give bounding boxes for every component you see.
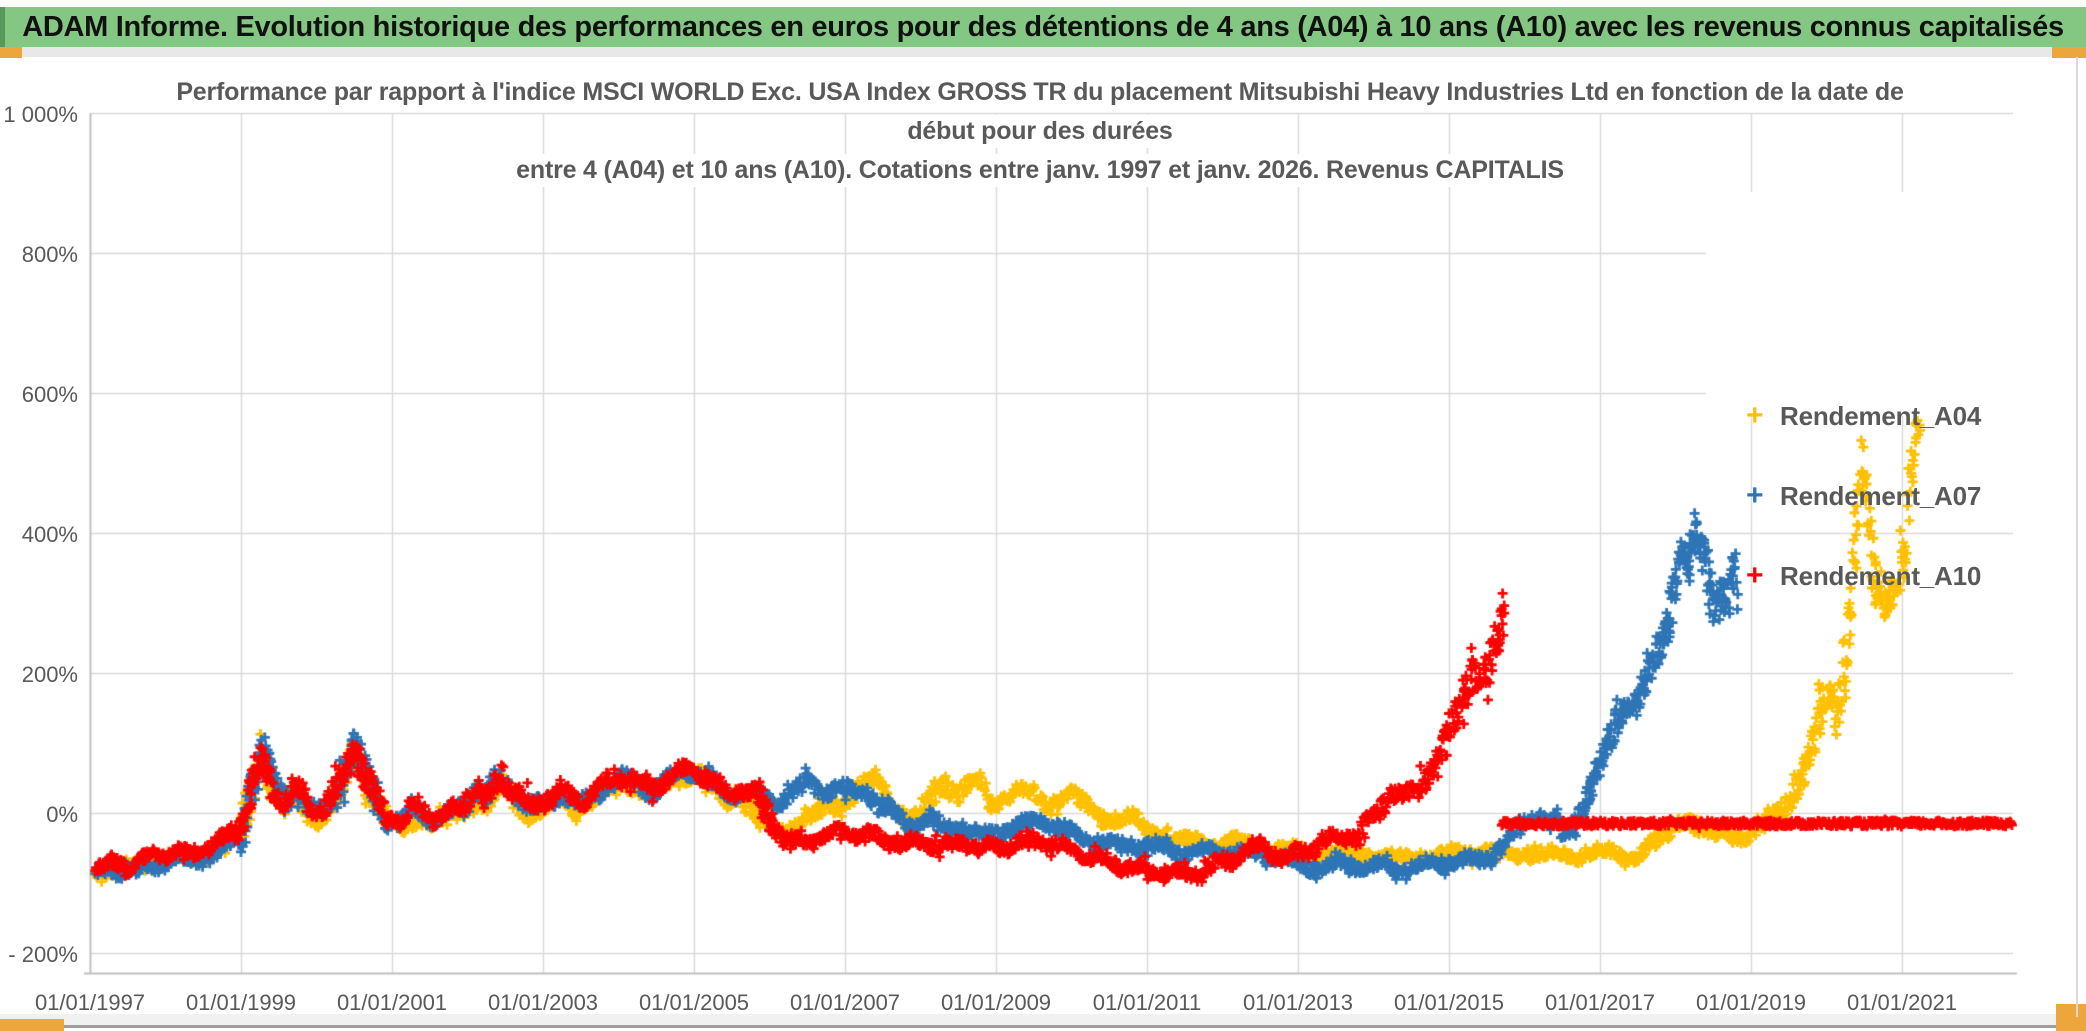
y-axis-label-800: 800% bbox=[21, 242, 78, 267]
x-axis-label-2009: 01/01/2009 bbox=[940, 990, 1052, 1015]
x-axis-label-2005: 01/01/2005 bbox=[638, 990, 750, 1015]
y-axis-label-600: 600% bbox=[21, 382, 78, 407]
gold-border-bottom-left bbox=[0, 1019, 64, 1031]
chart-title: Performance par rapport à l'indice MSCI … bbox=[120, 76, 1960, 193]
y-axis-label-neg200: - 200% bbox=[8, 942, 78, 967]
x-axis-label-2001: 01/01/2001 bbox=[336, 990, 448, 1015]
legend-item-rendement-a10[interactable]: + Rendement_A10 bbox=[1746, 556, 1981, 596]
chart-title-line-1: Performance par rapport à l'indice MSCI … bbox=[170, 76, 1910, 109]
bottom-strip bbox=[0, 1014, 2086, 1026]
x-axis-label-2007: 01/01/2007 bbox=[789, 990, 901, 1015]
plus-marker-icon: + bbox=[1746, 559, 1764, 592]
legend-item-rendement-a04[interactable]: + Rendement_A04 bbox=[1746, 396, 1981, 436]
y-axis-label-1000: 1 000% bbox=[3, 102, 78, 127]
x-axis-label-1997: 01/01/1997 bbox=[34, 990, 146, 1015]
chart-right-border bbox=[2076, 57, 2078, 1017]
gold-border-bottom-right bbox=[2056, 1004, 2086, 1031]
x-axis-label-2019: 01/01/2019 bbox=[1695, 990, 1807, 1015]
legend-label: Rendement_A10 bbox=[1780, 560, 1982, 591]
x-axis-label-2011: 01/01/2011 bbox=[1092, 990, 1202, 1015]
legend-label: Rendement_A07 bbox=[1780, 480, 1982, 511]
x-axis-label-2021: 01/01/2021 bbox=[1846, 990, 1958, 1015]
x-axis-label-1999: 01/01/1999 bbox=[185, 990, 297, 1015]
y-axis-label-0: 0% bbox=[46, 802, 78, 827]
legend-item-rendement-a07[interactable]: + Rendement_A07 bbox=[1746, 476, 1981, 516]
x-axis-label-2015: 01/01/2015 bbox=[1393, 990, 1505, 1015]
legend-label: Rendement_A04 bbox=[1780, 400, 1982, 431]
y-axis-label-400: 400% bbox=[21, 522, 78, 547]
chart-title-line-2: début pour des durées bbox=[901, 115, 1179, 148]
x-axis-label-2017: 01/01/2017 bbox=[1544, 990, 1656, 1015]
plus-marker-icon: + bbox=[1746, 399, 1764, 432]
x-axis-label-2003: 01/01/2003 bbox=[487, 990, 599, 1015]
bottom-border-line bbox=[0, 1025, 2086, 1028]
chart-legend: + Rendement_A04 + Rendement_A07 + Rendem… bbox=[1706, 192, 2076, 591]
y-axis-label-200: 200% bbox=[21, 662, 78, 687]
x-axis-label-2013: 01/01/2013 bbox=[1242, 990, 1354, 1015]
chart-title-line-3: entre 4 (A04) et 10 ans (A10). Cotations… bbox=[510, 154, 1570, 187]
plus-marker-icon: + bbox=[1746, 479, 1764, 512]
